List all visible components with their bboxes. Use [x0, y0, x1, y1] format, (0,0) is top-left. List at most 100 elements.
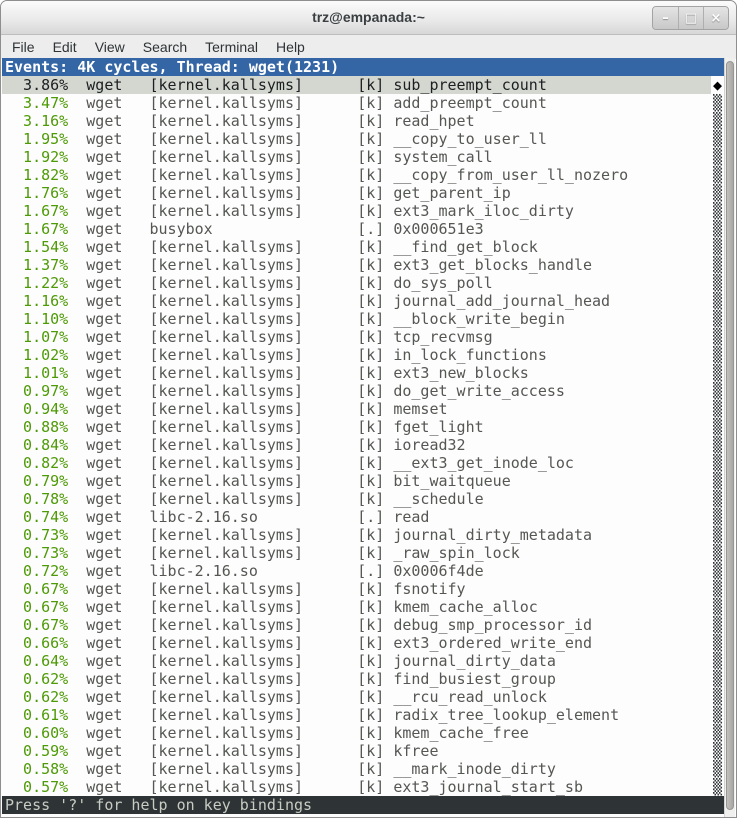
minimize-button[interactable]: –: [653, 7, 678, 29]
table-row[interactable]: 0.64% wget [kernel.kallsyms] [k] journal…: [2, 652, 724, 670]
overhead-percent: 1.54%: [5, 238, 69, 256]
overhead-percent: 1.67%: [5, 220, 69, 238]
table-row[interactable]: 1.37% wget [kernel.kallsyms] [k] ext3_ge…: [2, 256, 724, 274]
table-row[interactable]: 0.88% wget [kernel.kallsyms] [k] fget_li…: [2, 418, 724, 436]
table-row[interactable]: 1.82% wget [kernel.kallsyms] [k] __copy_…: [2, 166, 724, 184]
table-row[interactable]: 0.66% wget [kernel.kallsyms] [k] ext3_or…: [2, 634, 724, 652]
overhead-percent: 1.02%: [5, 346, 69, 364]
table-row[interactable]: 1.16% wget [kernel.kallsyms] [k] journal…: [2, 292, 724, 310]
row-text: wget [kernel.kallsyms] [k] __ext3_get_in…: [68, 454, 574, 472]
table-row[interactable]: 0.79% wget [kernel.kallsyms] [k] bit_wai…: [2, 472, 724, 490]
terminal-content: Events: 4K cycles, Thread: wget(1231) 3.…: [2, 58, 724, 817]
table-row[interactable]: 1.76% wget [kernel.kallsyms] [k] get_par…: [2, 184, 724, 202]
tui-scrollbar-icon: ▒: [712, 526, 722, 544]
table-row[interactable]: 0.73% wget [kernel.kallsyms] [k] _raw_sp…: [2, 544, 724, 562]
overhead-percent: 0.66%: [5, 634, 69, 652]
tui-scrollbar-icon: ▒: [712, 184, 722, 202]
row-text: wget [kernel.kallsyms] [k] journal_dirty…: [68, 652, 556, 670]
tui-scrollbar-icon: ▒: [712, 490, 722, 508]
table-row[interactable]: 0.74% wget libc-2.16.so [.] read ▒: [2, 508, 724, 526]
row-text: wget [kernel.kallsyms] [k] ext3_mark_ilo…: [68, 202, 574, 220]
table-row[interactable]: 1.92% wget [kernel.kallsyms] [k] system_…: [2, 148, 724, 166]
table-row[interactable]: 0.97% wget [kernel.kallsyms] [k] do_get_…: [2, 382, 724, 400]
table-row[interactable]: 0.73% wget [kernel.kallsyms] [k] journal…: [2, 526, 724, 544]
menu-item-terminal[interactable]: Terminal: [205, 39, 259, 55]
table-row[interactable]: 0.59% wget [kernel.kallsyms] [k] kfree ▒: [2, 742, 724, 760]
tui-scrollbar-icon: ▒: [712, 292, 722, 310]
row-text: wget [kernel.kallsyms] [k] ext3_ordered_…: [68, 634, 593, 652]
table-row[interactable]: 0.82% wget [kernel.kallsyms] [k] __ext3_…: [2, 454, 724, 472]
menu-item-edit[interactable]: Edit: [52, 39, 77, 55]
overhead-percent: 0.58%: [5, 760, 69, 778]
tui-scrollbar-icon: ▒: [712, 652, 722, 670]
position-marker-icon: ◆: [712, 76, 722, 94]
table-row[interactable]: 0.61% wget [kernel.kallsyms] [k] radix_t…: [2, 706, 724, 724]
row-text: wget [kernel.kallsyms] [k] in_lock_funct…: [68, 346, 547, 364]
table-row[interactable]: 0.67% wget [kernel.kallsyms] [k] debug_s…: [2, 616, 724, 634]
maximize-button[interactable]: □: [678, 7, 703, 29]
overhead-percent: 0.64%: [5, 652, 69, 670]
menu-item-search[interactable]: Search: [142, 39, 188, 55]
menu-item-view[interactable]: View: [94, 39, 125, 55]
table-row[interactable]: 1.01% wget [kernel.kallsyms] [k] ext3_ne…: [2, 364, 724, 382]
overhead-percent: 0.74%: [5, 508, 69, 526]
tui-scrollbar-icon: ▒: [712, 400, 722, 418]
table-row[interactable]: 1.54% wget [kernel.kallsyms] [k] __find_…: [2, 238, 724, 256]
overhead-percent: 1.67%: [5, 202, 69, 220]
row-text: wget [kernel.kallsyms] [k] journal_dirty…: [68, 526, 593, 544]
table-row[interactable]: 0.60% wget [kernel.kallsyms] [k] kmem_ca…: [2, 724, 724, 742]
tui-scrollbar-icon: ▒: [712, 220, 722, 238]
table-row[interactable]: 1.95% wget [kernel.kallsyms] [k] __copy_…: [2, 130, 724, 148]
overhead-percent: 1.16%: [5, 292, 69, 310]
row-text: wget [kernel.kallsyms] [k] debug_smp_pro…: [68, 616, 593, 634]
row-text: wget [kernel.kallsyms] [k] radix_tree_lo…: [68, 706, 620, 724]
perf-status-bar: Press '?' for help on key bindings: [2, 796, 724, 814]
table-row[interactable]: 0.67% wget [kernel.kallsyms] [k] kmem_ca…: [2, 598, 724, 616]
table-row[interactable]: 1.10% wget [kernel.kallsyms] [k] __block…: [2, 310, 724, 328]
table-row[interactable]: 3.47% wget [kernel.kallsyms] [k] add_pre…: [2, 94, 724, 112]
menu-item-help[interactable]: Help: [276, 39, 305, 55]
menubar: File Edit View Search Terminal Help: [1, 35, 736, 59]
table-row[interactable]: 3.86% wget [kernel.kallsyms] [k] sub_pre…: [2, 76, 724, 94]
table-row[interactable]: 0.58% wget [kernel.kallsyms] [k] __mark_…: [2, 760, 724, 778]
close-button[interactable]: ×: [703, 7, 728, 29]
perf-rows: 3.86% wget [kernel.kallsyms] [k] sub_pre…: [2, 76, 724, 796]
table-row[interactable]: 1.02% wget [kernel.kallsyms] [k] in_lock…: [2, 346, 724, 364]
row-text: wget [kernel.kallsyms] [k] memset: [68, 400, 448, 418]
row-text: wget [kernel.kallsyms] [k] __mark_inode_…: [68, 760, 556, 778]
scrollbar-thumb[interactable]: [726, 61, 734, 810]
tui-scrollbar-icon: ▒: [712, 364, 722, 382]
table-row[interactable]: 1.67% wget [kernel.kallsyms] [k] ext3_ma…: [2, 202, 724, 220]
table-row[interactable]: 0.72% wget libc-2.16.so [.] 0x0006f4de ▒: [2, 562, 724, 580]
tui-scrollbar-icon: ▒: [712, 706, 722, 724]
row-text: wget [kernel.kallsyms] [k] fget_light: [68, 418, 484, 436]
row-text: wget [kernel.kallsyms] [k] bit_waitqueue: [68, 472, 511, 490]
menu-item-file[interactable]: File: [12, 39, 35, 55]
overhead-percent: 0.67%: [5, 598, 69, 616]
table-row[interactable]: 0.78% wget [kernel.kallsyms] [k] __sched…: [2, 490, 724, 508]
tui-scrollbar-icon: ▒: [712, 418, 722, 436]
terminal-scrollbar[interactable]: [724, 58, 735, 817]
row-text: wget [kernel.kallsyms] [k] __rcu_read_un…: [68, 688, 547, 706]
tui-scrollbar-icon: ▒: [712, 382, 722, 400]
table-row[interactable]: 3.16% wget [kernel.kallsyms] [k] read_hp…: [2, 112, 724, 130]
table-row[interactable]: 0.57% wget [kernel.kallsyms] [k] ext3_jo…: [2, 778, 724, 796]
table-row[interactable]: 0.62% wget [kernel.kallsyms] [k] find_bu…: [2, 670, 724, 688]
table-row[interactable]: 0.62% wget [kernel.kallsyms] [k] __rcu_r…: [2, 688, 724, 706]
table-row[interactable]: 1.22% wget [kernel.kallsyms] [k] do_sys_…: [2, 274, 724, 292]
overhead-percent: 3.47%: [5, 94, 69, 112]
tui-scrollbar-icon: ▒: [712, 166, 722, 184]
row-text: wget [kernel.kallsyms] [k] ext3_get_bloc…: [68, 256, 593, 274]
table-row[interactable]: 1.07% wget [kernel.kallsyms] [k] tcp_rec…: [2, 328, 724, 346]
table-row[interactable]: 0.84% wget [kernel.kallsyms] [k] ioread3…: [2, 436, 724, 454]
titlebar[interactable]: trz@empanada:~ – □ ×: [1, 1, 736, 35]
row-text: wget [kernel.kallsyms] [k] ioread32: [68, 436, 466, 454]
row-text: wget [kernel.kallsyms] [k] ext3_new_bloc…: [68, 364, 529, 382]
table-row[interactable]: 1.67% wget busybox [.] 0x000651e3 ▒: [2, 220, 724, 238]
row-text: wget [kernel.kallsyms] [k] __find_get_bl…: [68, 238, 538, 256]
overhead-percent: 0.61%: [5, 706, 69, 724]
row-text: wget [kernel.kallsyms] [k] sub_preempt_c…: [68, 76, 547, 94]
table-row[interactable]: 0.94% wget [kernel.kallsyms] [k] memset ▒: [2, 400, 724, 418]
table-row[interactable]: 0.67% wget [kernel.kallsyms] [k] fsnotif…: [2, 580, 724, 598]
overhead-percent: 1.01%: [5, 364, 69, 382]
